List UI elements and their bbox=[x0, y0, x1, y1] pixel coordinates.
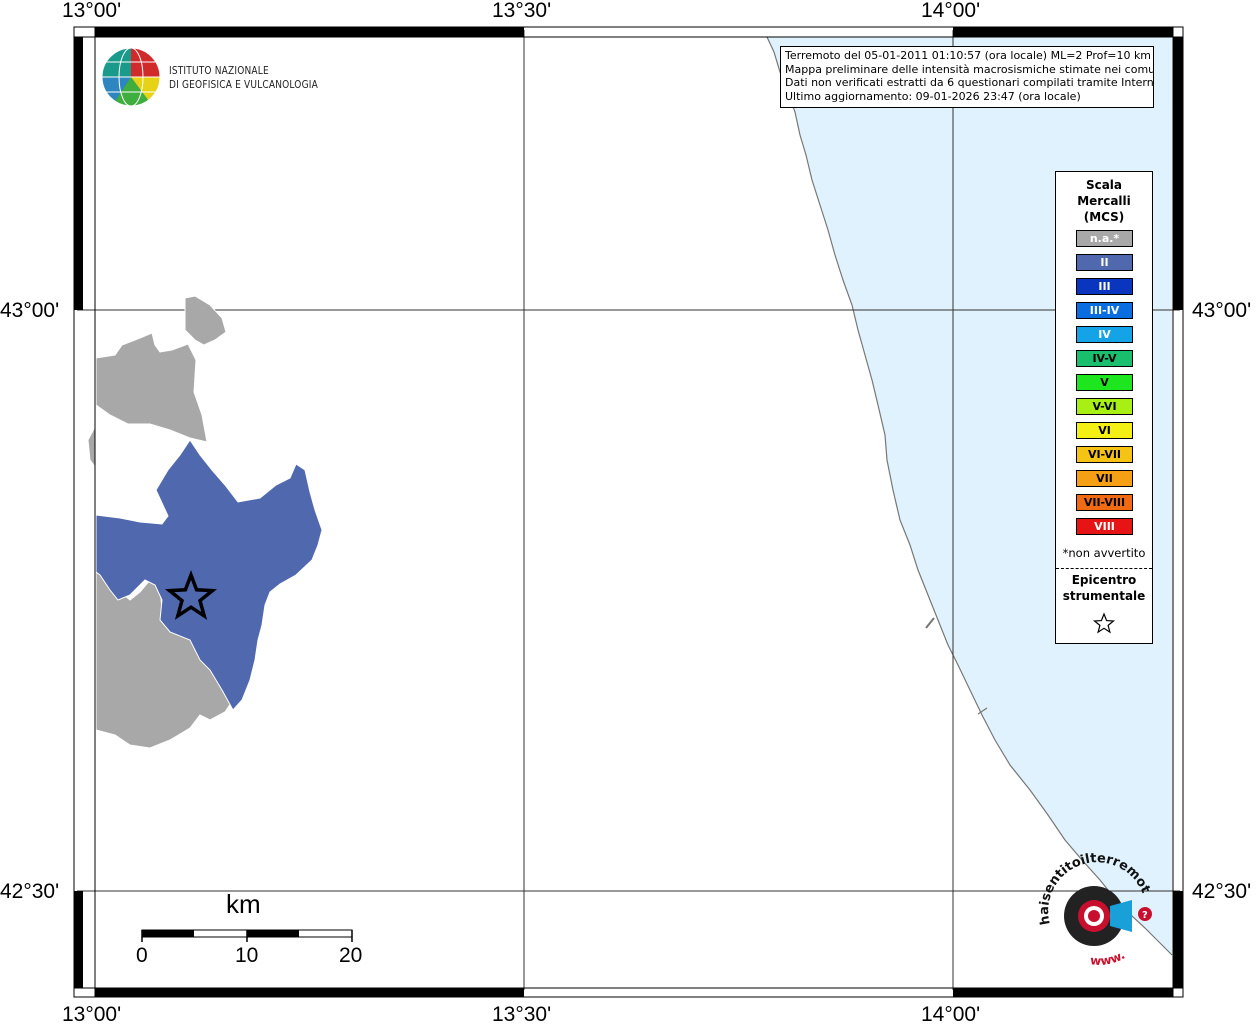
lat-label-left-43-00: 43°00' bbox=[0, 299, 60, 322]
info-line-2: Mappa preliminare delle intensità macros… bbox=[785, 62, 1154, 76]
lon-label-top-13-00: 13°00' bbox=[62, 0, 122, 22]
municipality-not-felt bbox=[184, 295, 227, 346]
info-line-4: Ultimo aggiornamento: 09-01-2026 23:47 (… bbox=[785, 89, 1081, 103]
legend-item: V-VI bbox=[1076, 398, 1133, 415]
legend-item: VII bbox=[1076, 470, 1133, 487]
legend-item: II bbox=[1076, 254, 1133, 271]
municipality-not-felt bbox=[87, 424, 97, 470]
svg-text:?: ? bbox=[1142, 910, 1148, 921]
legend-separator bbox=[1056, 568, 1152, 569]
legend-item: VI bbox=[1076, 422, 1133, 439]
coast-feature bbox=[977, 707, 988, 715]
ingv-logo-text: ISTITUTO NAZIONALE DI GEOFISICA E VULCAN… bbox=[169, 64, 318, 92]
legend-item: III bbox=[1076, 278, 1133, 295]
legend-star-icon bbox=[1092, 612, 1116, 634]
legend-item: IV-V bbox=[1076, 350, 1133, 367]
lon-label-bottom-14-00: 14°00' bbox=[921, 1003, 981, 1026]
legend-item: VI-VII bbox=[1076, 446, 1133, 463]
legend-epicenter-line-1: Epicentro bbox=[1071, 573, 1137, 587]
legend-item: IV bbox=[1076, 326, 1133, 343]
scale-tick-20: 20 bbox=[339, 944, 363, 967]
municipality-not-felt bbox=[95, 332, 208, 443]
epicenter-star bbox=[164, 570, 218, 620]
scale-tick-10: 10 bbox=[235, 944, 259, 967]
lat-label-left-42-30: 42°30' bbox=[0, 880, 60, 903]
scale-bar bbox=[141, 929, 353, 942]
event-info-box: Terremoto del 05-01-2011 01:10:57 (ora l… bbox=[780, 46, 1154, 108]
lon-label-top-13-30: 13°30' bbox=[492, 0, 552, 22]
legend-title: Scala Mercalli (MCS) bbox=[1056, 177, 1152, 225]
scale-unit-label: km bbox=[226, 889, 261, 919]
logo-line-2: DI GEOFISICA E VULCANOLOGIA bbox=[169, 79, 318, 91]
legend-item: III-IV bbox=[1076, 302, 1133, 319]
coast-feature bbox=[925, 617, 935, 629]
badge-text-bottom: www. bbox=[1090, 948, 1128, 968]
info-line-3: Dati non verificati estratti da 6 questi… bbox=[785, 76, 1154, 89]
lon-label-bottom-13-30: 13°30' bbox=[492, 1003, 552, 1026]
legend-epicenter-line-2: strumentale bbox=[1062, 589, 1146, 603]
badge-megaphone-icon bbox=[1110, 900, 1132, 932]
ingv-globe-icon bbox=[101, 47, 161, 107]
lat-label-right-42-30: 42°30' bbox=[1192, 880, 1252, 903]
legend-item: VII-VIII bbox=[1076, 494, 1133, 511]
legend-title-line-3: (MCS) bbox=[1083, 210, 1125, 224]
graticule bbox=[77, 30, 1180, 990]
logo-line-1: ISTITUTO NAZIONALE bbox=[169, 65, 269, 77]
lat-label-right-43-00: 43°00' bbox=[1192, 299, 1252, 322]
municipality-intensity-ii bbox=[95, 439, 323, 711]
haisentito-badge: haisentitoilterremoto.it www. ? bbox=[1032, 846, 1153, 968]
info-line-1: Terremoto del 05-01-2011 01:10:57 (ora l… bbox=[785, 49, 1152, 62]
legend-title-line-2: Mercalli bbox=[1077, 194, 1131, 208]
coastline bbox=[766, 36, 1173, 956]
legend-item: VIII bbox=[1076, 518, 1133, 535]
lon-label-top-14-00: 14°00' bbox=[921, 0, 981, 22]
legend-title-line-1: Scala bbox=[1085, 178, 1123, 192]
mcs-legend: Scala Mercalli (MCS) n.a.* II III III-IV IV I… bbox=[1055, 171, 1153, 644]
lon-label-bottom-13-00: 13°00' bbox=[62, 1003, 122, 1026]
map-frame bbox=[73, 26, 1184, 998]
legend-item: V bbox=[1076, 374, 1133, 391]
legend-item: n.a.* bbox=[1076, 230, 1133, 247]
legend-note: *non avvertito bbox=[1062, 546, 1146, 560]
badge-question-icon bbox=[1138, 907, 1152, 921]
legend-epicenter-label: Epicentro strumentale bbox=[1056, 572, 1152, 604]
scale-tick-0: 0 bbox=[136, 944, 148, 967]
